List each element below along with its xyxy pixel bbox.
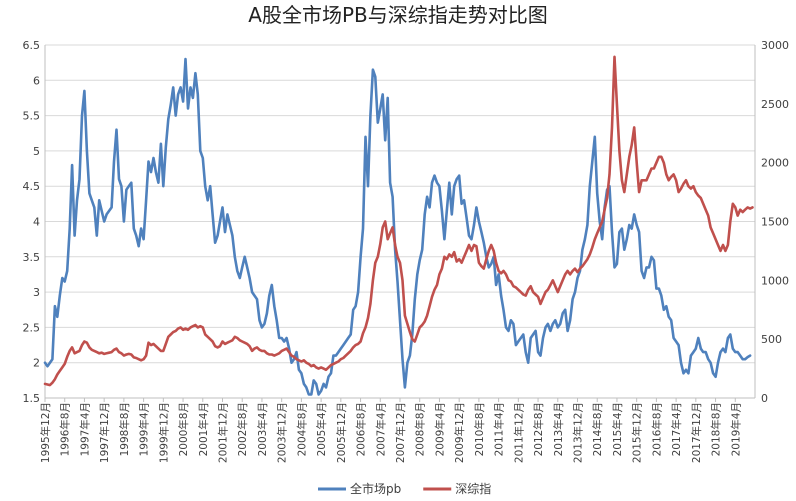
x-tick-label: 2010年8月 bbox=[473, 402, 486, 456]
y-right-tick-label: 1000 bbox=[761, 274, 789, 287]
series-line-pb bbox=[43, 57, 752, 396]
y-left-tick-label: 2.5 bbox=[23, 321, 41, 334]
y-left-tick-label: 6.5 bbox=[23, 39, 41, 52]
x-tick-label: 2005年4月 bbox=[315, 402, 328, 456]
x-tick-label: 2004年8月 bbox=[295, 402, 308, 456]
x-tick-label: 2002年8月 bbox=[236, 402, 249, 456]
x-tick-label: 2011年12月 bbox=[512, 402, 525, 463]
legend-label: 全市场pb bbox=[350, 481, 401, 496]
legend-label: 深综指 bbox=[455, 481, 491, 496]
x-tick-label: 2017年12月 bbox=[690, 402, 703, 463]
x-tick-label: 1998年8月 bbox=[118, 402, 131, 456]
y-right-tick-label: 3000 bbox=[761, 39, 789, 52]
x-tick-label: 2001年4月 bbox=[197, 402, 210, 456]
x-tick-label: 2011年4月 bbox=[493, 402, 506, 456]
x-tick-label: 2015年12月 bbox=[631, 402, 644, 463]
chart-title: A股全市场PB与深综指走势对比图 bbox=[248, 3, 547, 27]
y-left-tick-label: 5.5 bbox=[23, 110, 41, 123]
x-tick-label: 2013年12月 bbox=[572, 402, 585, 463]
y-axis-right: 0 500 1000 1500 2000 2500 3000 bbox=[754, 39, 789, 405]
x-tick-label: 2017年4月 bbox=[670, 402, 683, 456]
x-tick-label: 1995年12月 bbox=[39, 402, 52, 463]
y-left-tick-label: 5 bbox=[33, 145, 40, 158]
x-tick-label: 1997年4月 bbox=[78, 402, 91, 456]
y-left-tick-label: 4 bbox=[33, 216, 40, 229]
x-tick-label: 1996年8月 bbox=[59, 402, 72, 456]
y-left-tick-label: 2 bbox=[33, 357, 40, 370]
y-left-tick-label: 1.5 bbox=[23, 392, 41, 405]
y-right-tick-label: 1500 bbox=[761, 216, 789, 229]
y-left-tick-label: 6 bbox=[33, 74, 40, 87]
y-left-tick-label: 3 bbox=[33, 286, 40, 299]
series-lines bbox=[43, 55, 754, 396]
x-tick-label: 2018年8月 bbox=[710, 402, 723, 456]
x-tick-label: 2009年4月 bbox=[433, 402, 446, 456]
x-tick-label: 2006年8月 bbox=[355, 402, 368, 456]
y-right-tick-label: 2500 bbox=[761, 98, 789, 111]
x-tick-label: 2001年12月 bbox=[217, 402, 230, 463]
x-tick-label: 2013年4月 bbox=[552, 402, 565, 456]
x-tick-label: 2003年4月 bbox=[256, 402, 269, 456]
x-tick-label: 1999年4月 bbox=[138, 402, 151, 456]
y-right-tick-label: 2000 bbox=[761, 157, 789, 170]
x-tick-label: 2008年8月 bbox=[414, 402, 427, 456]
x-tick-label: 2012年8月 bbox=[532, 402, 545, 456]
x-tick-label: 2007年4月 bbox=[374, 402, 387, 456]
x-tick-label: 2009年12月 bbox=[453, 402, 466, 463]
x-tick-label: 2003年12月 bbox=[276, 402, 289, 463]
x-tick-label: 1999年12月 bbox=[157, 402, 170, 463]
x-tick-label: 2016年8月 bbox=[650, 402, 663, 456]
x-tick-label: 2015年4月 bbox=[611, 402, 624, 456]
x-tick-label: 2007年12月 bbox=[394, 402, 407, 463]
y-right-tick-label: 500 bbox=[761, 333, 782, 346]
y-left-tick-label: 4.5 bbox=[23, 180, 41, 193]
x-tick-label: 1997年12月 bbox=[98, 402, 111, 463]
x-tick-label: 2014年8月 bbox=[591, 402, 604, 456]
x-tick-label: 2005年12月 bbox=[335, 402, 348, 463]
series-line-szzs bbox=[43, 55, 754, 387]
y-left-tick-label: 3.5 bbox=[23, 251, 41, 264]
y-right-tick-label: 0 bbox=[761, 392, 768, 405]
x-axis: 1995年12月 1996年8月 1997年4月 1997年12月 1998年8月 199… bbox=[39, 397, 755, 463]
y-axis-left: 1.5 2 2.5 3 3.5 4 4.5 5 5.5 6 6.5 bbox=[23, 39, 46, 405]
x-tick-label: 2000年8月 bbox=[177, 402, 190, 456]
x-tick-label: 2019年4月 bbox=[729, 402, 742, 456]
legend: 全市场pb 深综指 bbox=[318, 481, 491, 496]
